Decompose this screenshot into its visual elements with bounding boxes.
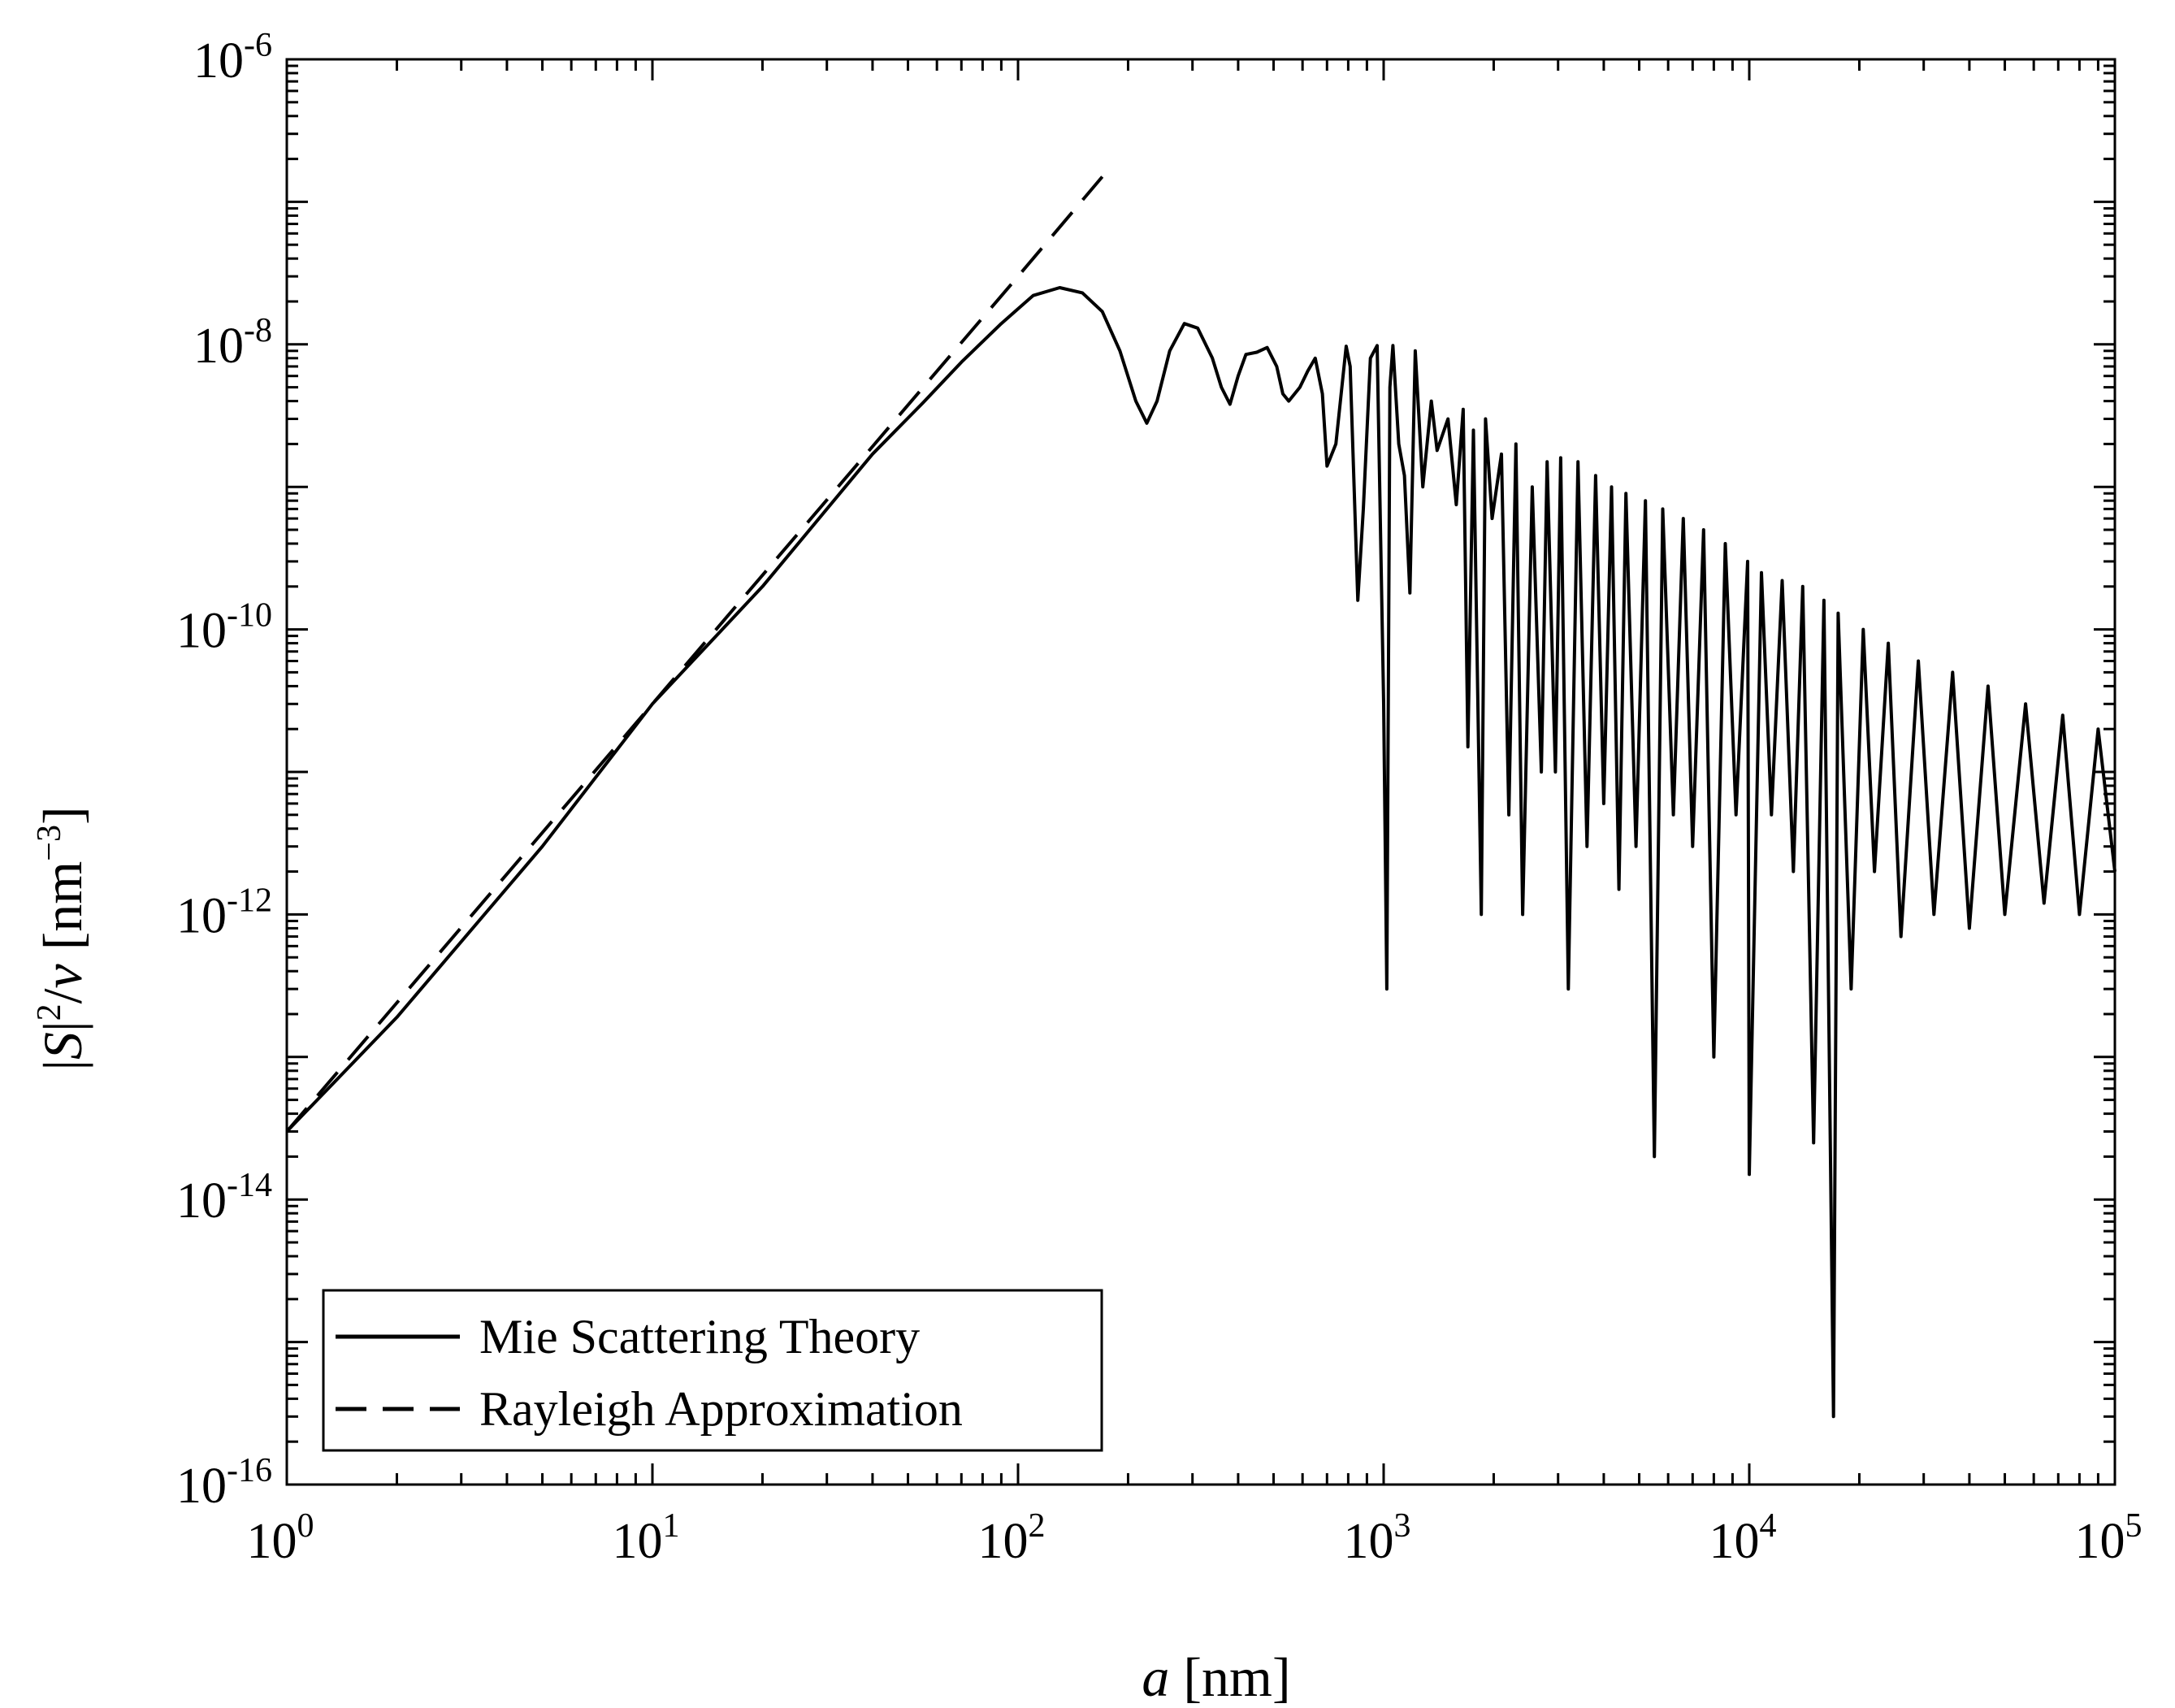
x-tick-label: 101 [613, 1507, 680, 1569]
y-tick-exp: -10 [227, 597, 272, 635]
y-tick-base: 10 [176, 604, 227, 659]
series-line-mie [285, 286, 2117, 1419]
x-tick-label: 104 [1709, 1507, 1777, 1569]
y-tick-base: 10 [176, 1459, 227, 1514]
y-axis-slash: / [32, 988, 93, 1004]
y-tick-exp: -6 [244, 27, 272, 64]
y-tick-exp: -16 [227, 1452, 272, 1489]
x-axis-label: a [nm] [1142, 1646, 1290, 1708]
x-tick-base: 10 [613, 1514, 663, 1569]
x-tick-label: 102 [978, 1507, 1046, 1569]
legend: Mie Scattering Theory Rayleigh Approxima… [322, 1289, 1103, 1452]
legend-label-rayleigh: Rayleigh Approximation [479, 1382, 963, 1436]
x-tick-exp: 1 [663, 1507, 680, 1545]
x-tick-exp: 2 [1029, 1507, 1046, 1545]
y-axis-symbol-v: v [32, 963, 93, 988]
x-tick-exp: 5 [2125, 1507, 2143, 1545]
y-tick-base: 10 [193, 319, 244, 374]
y-tick-label: 10-10 [176, 597, 272, 659]
series-layer [285, 176, 2117, 1419]
y-tick-exp: -14 [227, 1167, 272, 1204]
x-axis-unit: [nm] [1169, 1646, 1290, 1708]
x-axis-symbol: a [1142, 1646, 1169, 1708]
y-axis-exp-2: 2 [31, 1004, 68, 1021]
tick-labels-layer: 100 101 102 103 104 10510-1610-1410-1210-1010… [176, 27, 2143, 1569]
y-axis-unit-close: ] [32, 806, 93, 825]
y-axis-symbol-s: S [32, 1032, 93, 1060]
x-tick-base: 10 [247, 1514, 297, 1569]
y-tick-base: 10 [176, 1173, 227, 1229]
y-axis-bar-right: | [32, 1021, 93, 1032]
series-line-rayleigh [285, 176, 1104, 1133]
x-tick-label: 103 [1344, 1507, 1411, 1569]
x-tick-exp: 4 [1760, 1507, 1777, 1545]
y-tick-exp: -8 [244, 312, 272, 349]
x-tick-base: 10 [978, 1514, 1029, 1569]
y-tick-exp: -12 [227, 882, 272, 919]
plot-frame [285, 58, 2117, 1486]
y-axis-bar-left: | [32, 1060, 93, 1071]
y-tick-label: 10-8 [193, 312, 272, 374]
y-tick-label: 10-14 [176, 1167, 272, 1229]
y-tick-label: 10-12 [176, 882, 272, 943]
legend-box [322, 1289, 1103, 1452]
y-axis-label: |S|2/v [nm−3] [31, 806, 93, 1070]
y-axis-unit-exp: −3 [31, 825, 68, 861]
x-tick-label: 105 [2075, 1507, 2143, 1569]
y-tick-label: 10-16 [176, 1452, 272, 1514]
x-tick-base: 10 [1344, 1514, 1394, 1569]
y-axis-unit-open: [nm [32, 861, 93, 965]
x-tick-label: 100 [247, 1507, 314, 1569]
x-tick-base: 10 [2075, 1514, 2125, 1569]
x-tick-base: 10 [1709, 1514, 1760, 1569]
y-tick-base: 10 [176, 888, 227, 943]
y-tick-label: 10-6 [193, 27, 272, 89]
y-tick-base: 10 [193, 33, 244, 89]
x-tick-exp: 3 [1394, 1507, 1411, 1545]
legend-label-mie: Mie Scattering Theory [479, 1310, 920, 1363]
x-tick-exp: 0 [297, 1507, 314, 1545]
